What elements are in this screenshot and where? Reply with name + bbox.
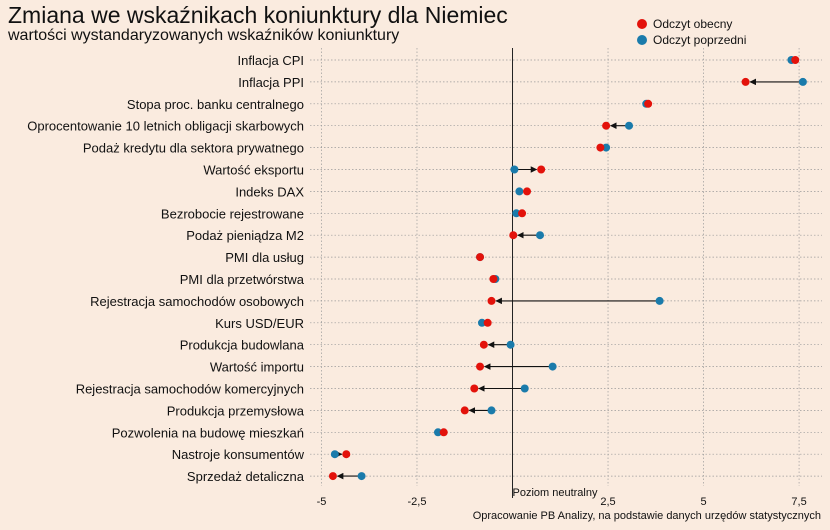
category-label: Wartość eksportu — [203, 163, 304, 178]
data-points — [328, 56, 807, 481]
category-label: Sprzedaż detaliczna — [187, 469, 305, 484]
previous-value-dot — [515, 187, 524, 196]
legend-item-current: Odczyt obecny — [637, 16, 746, 32]
source-caption: Opracowanie PB Analizy, na podstawie dan… — [472, 510, 821, 522]
previous-value-dot — [625, 121, 634, 130]
legend-label-current: Odczyt obecny — [653, 17, 733, 31]
category-label: Nastroje konsumentów — [172, 447, 305, 462]
previous-value-dot — [487, 406, 496, 415]
neutral-line-group: Poziom neutralny — [512, 48, 598, 499]
category-label: Stopa proc. banku centralnego — [127, 97, 304, 112]
current-value-dot — [644, 99, 653, 108]
current-value-dot — [342, 450, 351, 459]
legend: Odczyt obecny Odczyt poprzedni — [637, 16, 746, 48]
current-value-dot — [791, 56, 800, 64]
category-label: Produkcja budowlana — [180, 338, 305, 353]
legend-swatch-previous — [637, 35, 647, 45]
change-arrows — [335, 78, 800, 480]
category-label: Produkcja przemysłowa — [167, 403, 305, 418]
current-value-dot — [489, 275, 498, 283]
current-value-dot — [487, 296, 496, 305]
current-value-dot — [439, 428, 448, 437]
chart-title: Zmiana we wskaźnikach koniunktury dla Ni… — [8, 2, 508, 28]
previous-value-dot — [434, 428, 442, 437]
category-label: Oprocentowanie 10 letnich obligacji skar… — [27, 119, 304, 134]
current-value-dot — [602, 121, 611, 130]
current-value-dot — [523, 187, 532, 196]
category-label: Kurs USD/EUR — [215, 316, 304, 331]
current-value-dot — [509, 231, 518, 240]
x-axis-ticks: -5 -2,5 2,5 5 7,5 — [317, 496, 807, 508]
category-label: Podaż pieniądza M2 — [186, 228, 304, 243]
grid — [310, 48, 822, 486]
category-label: Wartość importu — [210, 360, 304, 375]
x-tick-label: 7,5 — [791, 496, 806, 508]
category-label: Rejestracja samochodów komercyjnych — [76, 382, 304, 397]
neutral-line-label: Poziom neutralny — [513, 487, 598, 499]
current-value-dot — [476, 362, 485, 371]
legend-item-previous: Odczyt poprzedni — [637, 32, 746, 48]
x-tick-label: -5 — [317, 496, 327, 508]
category-label: PMI dla usług — [225, 250, 304, 265]
category-label: Pozwolenia na budowę mieszkań — [112, 425, 304, 440]
current-value-dot — [537, 165, 546, 174]
previous-value-dot — [357, 472, 366, 481]
category-label: Rejestracja samochodów osobowych — [90, 294, 304, 309]
current-value-dot — [479, 340, 488, 349]
previous-value-dot — [548, 362, 557, 371]
current-value-dot — [483, 318, 492, 327]
previous-value-dot — [477, 318, 486, 327]
category-label: Inflacja CPI — [238, 53, 304, 68]
current-value-dot — [476, 253, 485, 262]
x-tick-label: 2,5 — [600, 496, 615, 508]
previous-value-dot — [510, 165, 519, 174]
previous-value-dot — [330, 450, 339, 459]
current-value-dot — [328, 472, 337, 481]
category-label: Podaż kredytu dla sektora prywatnego — [83, 141, 304, 156]
current-value-dot — [518, 209, 527, 218]
current-value-dot — [470, 384, 479, 393]
category-labels: Inflacja CPI Inflacja PPI Stopa proc. bank… — [27, 53, 305, 484]
x-tick-label: 5 — [700, 496, 706, 508]
category-label: PMI dla przetwórstwa — [180, 272, 305, 287]
current-value-dot — [741, 77, 750, 86]
previous-value-dot — [520, 384, 529, 393]
current-value-dot — [596, 143, 605, 152]
previous-value-dot — [536, 231, 545, 240]
category-label: Bezrobocie rejestrowane — [161, 206, 304, 221]
x-tick-label: -2,5 — [408, 496, 427, 508]
previous-value-dot — [655, 296, 664, 305]
previous-value-dot — [506, 340, 515, 349]
legend-swatch-current — [637, 19, 647, 29]
previous-value-dot — [798, 77, 807, 86]
previous-value-dot — [512, 209, 521, 218]
legend-label-previous: Odczyt poprzedni — [653, 33, 747, 47]
previous-value-dot — [602, 143, 611, 152]
category-label: Indeks DAX — [235, 184, 304, 199]
category-label: Inflacja PPI — [238, 75, 304, 90]
chart-subtitle: wartości wystandaryzowanych wskaźników k… — [8, 27, 400, 44]
current-value-dot — [460, 406, 469, 415]
